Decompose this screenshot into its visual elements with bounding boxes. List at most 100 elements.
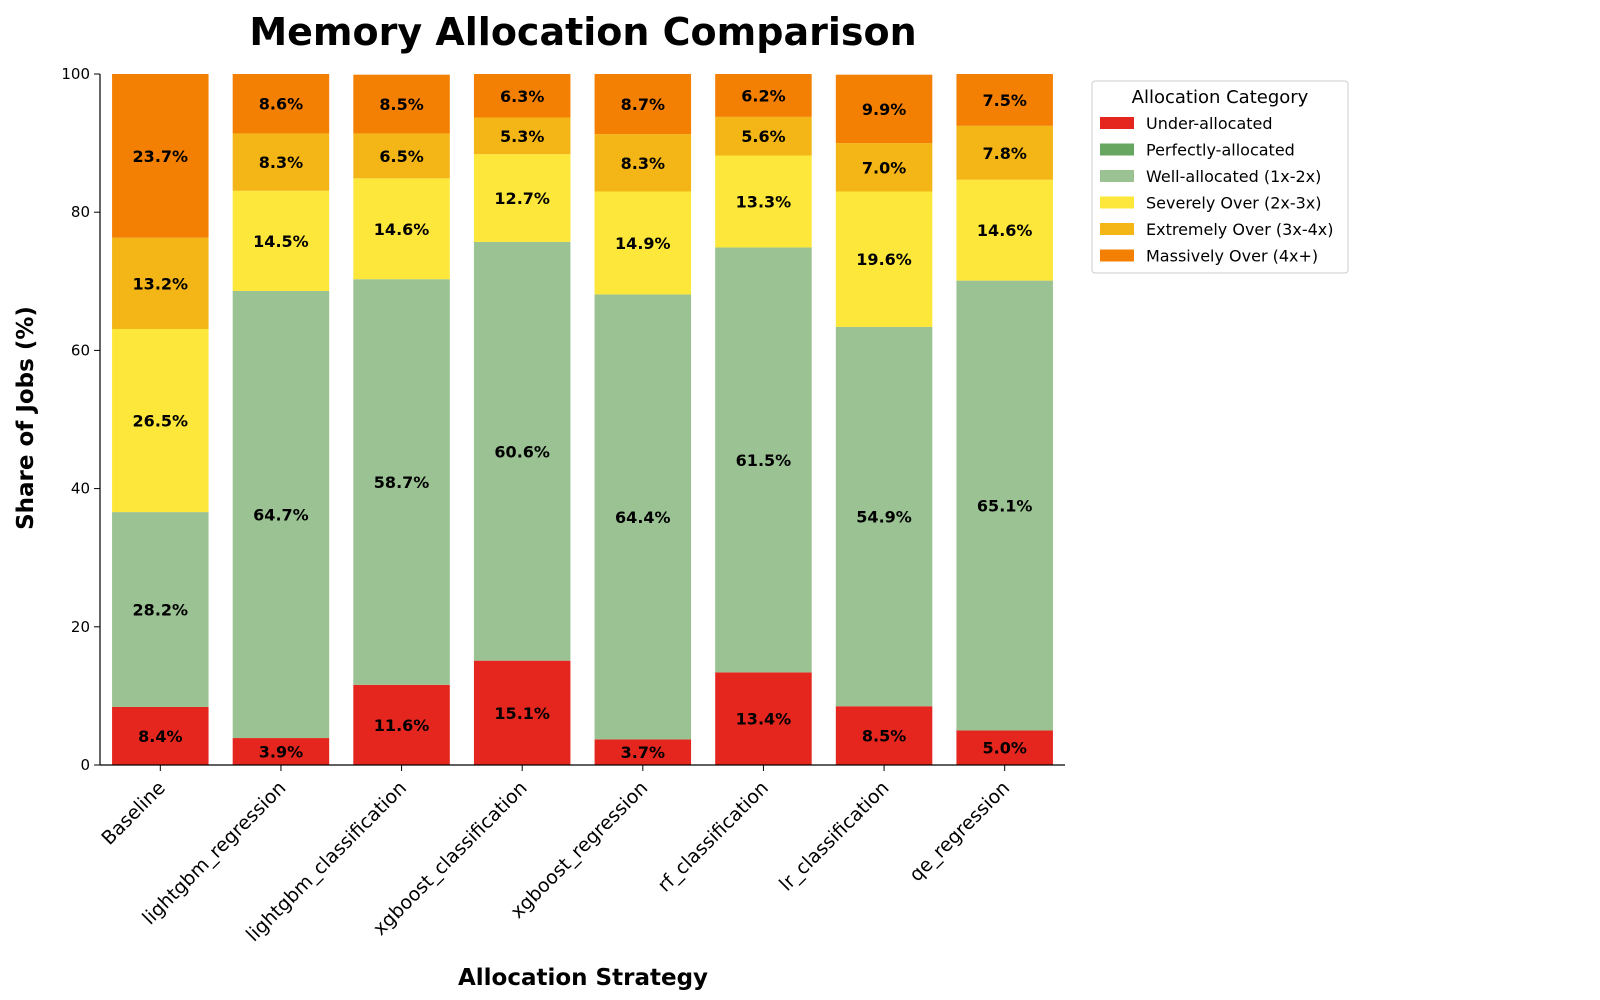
bar-segment	[112, 512, 209, 707]
data-label: 12.7%	[494, 189, 550, 208]
bar-segment	[112, 74, 209, 238]
data-label: 6.5%	[379, 147, 423, 166]
data-label: 5.0%	[983, 739, 1027, 758]
bar-segment	[232, 133, 330, 191]
bar-segment	[112, 328, 209, 513]
y-axis-label: Share of Jobs (%)	[13, 306, 39, 530]
data-label: 54.9%	[856, 508, 912, 527]
data-label: 5.6%	[741, 127, 785, 146]
data-label: 14.9%	[615, 234, 671, 253]
data-label: 8.3%	[621, 154, 665, 173]
bar-segment	[353, 133, 450, 179]
bar-segment	[353, 279, 450, 685]
data-label: 14.6%	[977, 221, 1033, 240]
x-tick-label: qe_regression	[905, 777, 1014, 886]
data-label: 14.5%	[253, 232, 309, 251]
y-tick-label: 40	[71, 480, 90, 498]
bar-segment	[956, 74, 1053, 126]
bar-segment	[956, 280, 1053, 731]
legend-entry: Severely Over (2x-3x)	[1146, 194, 1322, 213]
bar-segment	[353, 684, 450, 765]
bar-segment	[232, 738, 330, 765]
data-label: 6.2%	[741, 86, 785, 105]
data-label: 19.6%	[856, 250, 912, 269]
bar-segment	[956, 125, 1053, 180]
legend-entry: Extremely Over (3x-4x)	[1146, 220, 1333, 239]
bar-segment	[594, 294, 692, 740]
bar-segment	[353, 178, 450, 280]
data-label: 7.5%	[983, 91, 1027, 110]
bar-segment	[232, 290, 330, 739]
data-label: 6.3%	[500, 87, 544, 106]
data-label: 3.7%	[621, 743, 665, 762]
y-tick-label: 0	[80, 756, 90, 774]
data-label: 13.4%	[736, 710, 792, 729]
legend: Allocation Category Under-allocated Perfe…	[1091, 80, 1349, 274]
bar-segment	[715, 247, 812, 673]
data-label: 61.5%	[736, 451, 792, 470]
y-tick-label: 60	[71, 341, 90, 359]
data-label: 11.6%	[374, 716, 430, 735]
bar-segment	[594, 739, 692, 765]
data-label: 8.6%	[259, 95, 303, 114]
x-tick-label: xgboost_regression	[506, 777, 652, 923]
data-label: 23.7%	[133, 147, 189, 166]
x-tick-label: rf_classification	[654, 777, 773, 896]
data-label: 64.4%	[615, 508, 671, 527]
legend-swatch	[1100, 223, 1134, 235]
data-label: 7.8%	[983, 144, 1027, 163]
data-label: 13.3%	[736, 192, 792, 211]
bar-segment	[835, 326, 933, 707]
bar-segment	[956, 179, 1053, 281]
x-tick-label: Baseline	[97, 777, 170, 850]
legend-title: Allocation Category	[1132, 87, 1309, 108]
data-label: 7.0%	[862, 158, 906, 177]
data-label: 5.3%	[500, 127, 544, 146]
bar-segment	[835, 74, 933, 144]
bar-segment	[594, 74, 692, 135]
data-label: 8.3%	[259, 153, 303, 172]
y-tick-label: 20	[71, 618, 90, 636]
data-label: 8.5%	[379, 95, 423, 114]
bar-segment	[956, 730, 1053, 765]
data-label: 58.7%	[374, 473, 430, 492]
bar-segment	[112, 706, 209, 765]
y-tick-label: 80	[71, 203, 90, 221]
bar-segment	[232, 74, 330, 134]
data-label: 65.1%	[977, 497, 1033, 516]
legend-swatch	[1100, 143, 1134, 156]
bar-segment	[232, 190, 330, 291]
plot-area: 8.4% 28.2% 26.5% 13.2% 23.7% Baseline 3.9% 64.7…	[61, 65, 1065, 946]
data-label: 3.9%	[259, 743, 303, 762]
legend-frame	[1091, 80, 1349, 274]
data-label: 60.6%	[494, 442, 550, 461]
data-label: 9.9%	[862, 100, 906, 119]
bar-segment	[112, 237, 209, 329]
bar-segment	[473, 241, 571, 661]
bar-segment	[473, 154, 571, 242]
legend-entry: Under-allocated	[1146, 114, 1273, 133]
bar-segment	[715, 672, 812, 765]
bar-segment	[835, 706, 933, 765]
legend-swatch	[1100, 249, 1134, 262]
legend-entry: Massively Over (4x+)	[1146, 247, 1318, 266]
bar-segment	[473, 117, 571, 155]
legend-entry: Well-allocated (1x-2x)	[1146, 167, 1321, 186]
legend-swatch	[1100, 170, 1134, 182]
data-label: 64.7%	[253, 506, 309, 525]
x-axis-label: Allocation Strategy	[458, 965, 708, 991]
bar-segment	[594, 191, 692, 295]
bar-segment	[715, 116, 812, 156]
data-label: 15.1%	[494, 704, 550, 723]
data-label: 28.2%	[133, 601, 189, 620]
x-tick-label: lr_classification	[775, 777, 893, 895]
bar-segment	[835, 143, 933, 192]
data-label: 8.7%	[621, 95, 665, 114]
data-label: 14.6%	[374, 220, 430, 239]
data-label: 13.2%	[133, 274, 189, 293]
legend-swatch	[1100, 196, 1134, 209]
bar-segment	[715, 74, 812, 117]
y-tick-label: 100	[61, 65, 90, 83]
data-label: 26.5%	[133, 412, 189, 431]
